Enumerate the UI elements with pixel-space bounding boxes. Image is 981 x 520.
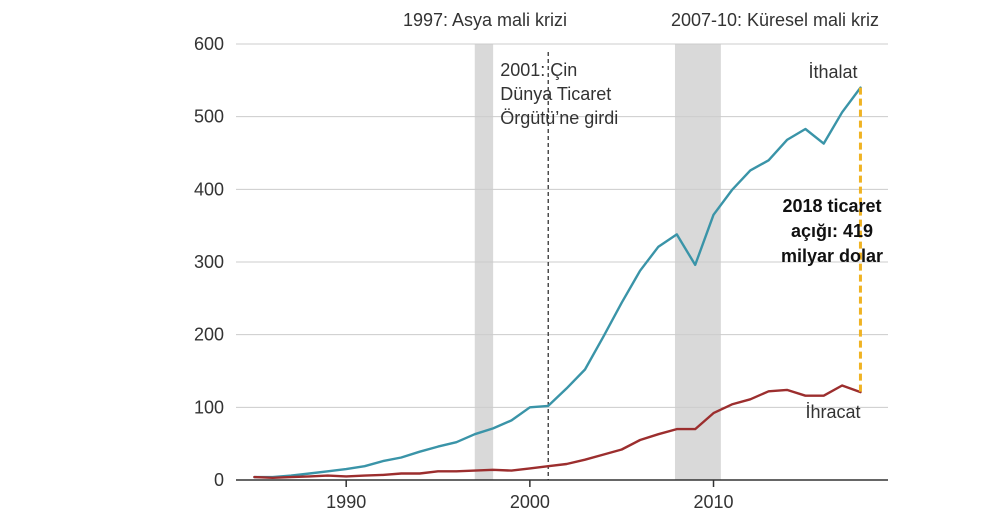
trade-gap-label-line-1: 2018 ticaret — [782, 196, 881, 216]
label-layer: 1997: Asya mali krizi 2007-10: Küresel ma… — [403, 10, 883, 422]
exports-line — [253, 384, 862, 479]
wto-label-line-3: Örgütü’ne girdi — [500, 108, 618, 128]
y-tick-label-400: 400 — [194, 179, 224, 199]
imports-label: İthalat — [808, 62, 857, 82]
y-tick-label-600: 600 — [194, 34, 224, 54]
trade-gap-label-line-3: milyar dolar — [781, 246, 883, 266]
x-tick-label-2010: 2010 — [693, 492, 733, 512]
axis-layer: 0 100 200 300 400 500 600 1990 2000 2010 — [194, 34, 888, 512]
trade-gap-label-line-2: açığı: 419 — [791, 221, 873, 241]
wto-label-line-1: 2001: Çin — [500, 60, 577, 80]
y-tick-label-100: 100 — [194, 397, 224, 417]
y-tick-label-300: 300 — [194, 252, 224, 272]
wto-label-line-2: Dünya Ticaret — [500, 84, 611, 104]
exports-label: İhracat — [805, 402, 860, 422]
y-tick-label-200: 200 — [194, 325, 224, 345]
x-tick-label-1990: 1990 — [326, 492, 366, 512]
grid-layer — [236, 43, 888, 408]
y-tick-label-0: 0 — [214, 470, 224, 490]
imports-line — [253, 86, 862, 479]
series-layer — [253, 86, 862, 479]
x-tick-label-2000: 2000 — [510, 492, 550, 512]
y-tick-label-500: 500 — [194, 107, 224, 127]
crisis-label-1: 1997: Asya mali krizi — [403, 10, 567, 30]
crisis-label-2: 2007-10: Küresel mali kriz — [671, 10, 879, 30]
